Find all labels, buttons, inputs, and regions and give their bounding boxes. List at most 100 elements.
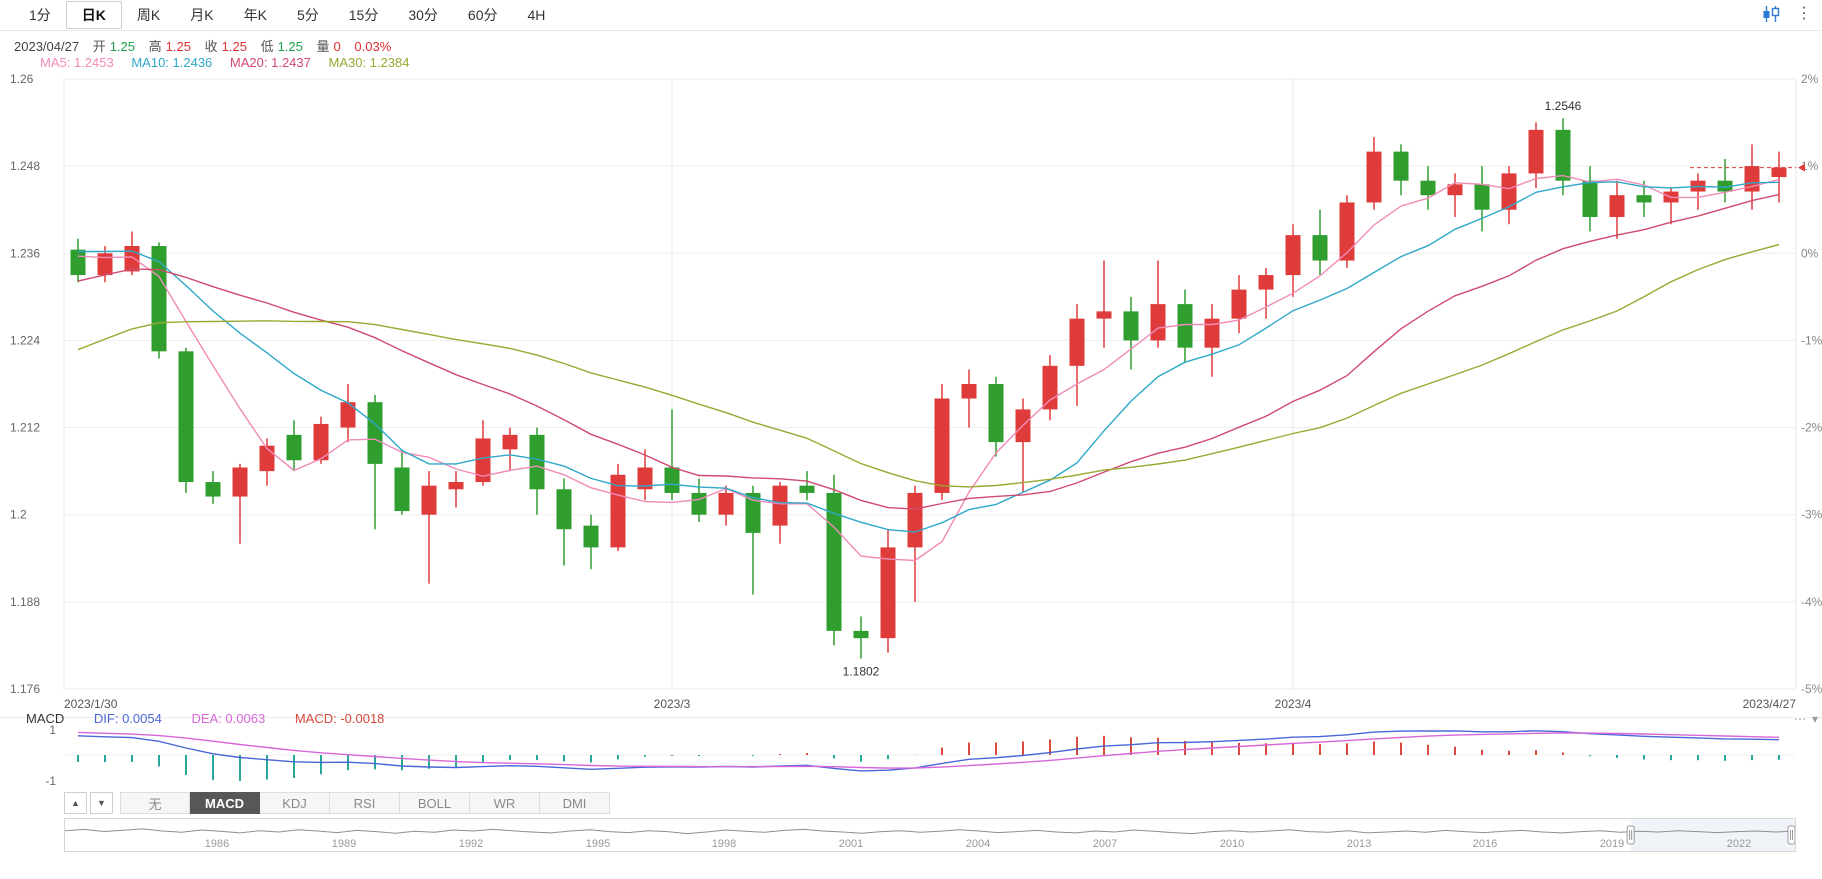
percent-axis-label: 2% bbox=[1801, 72, 1819, 86]
indicator-tab-none[interactable]: 无 bbox=[120, 792, 190, 814]
date-axis-label: 2023/4/27 bbox=[1743, 697, 1797, 711]
open-label: 开 bbox=[92, 39, 106, 54]
high-value: 1.25 bbox=[165, 39, 191, 54]
macd-value: MACD: -0.0018 bbox=[294, 711, 385, 726]
ma30-line bbox=[77, 243, 1780, 488]
year-label: 1995 bbox=[586, 838, 610, 850]
close-label: 收 bbox=[204, 39, 218, 54]
tab-5min[interactable]: 5分 bbox=[296, 7, 319, 23]
nav-selection[interactable] bbox=[1630, 819, 1795, 851]
macd-header: MACD DIF: 0.0054 DEA: 0.0063 MACD: -0.00… bbox=[26, 711, 410, 726]
more-menu-icon[interactable]: ⋮ bbox=[1796, 5, 1812, 22]
panel-controls: ⋯ ▾ bbox=[1794, 712, 1818, 726]
percent-axis-label: -1% bbox=[1801, 333, 1822, 347]
macd-axis-label: -1 bbox=[45, 774, 56, 788]
tab-1min[interactable]: 1分 bbox=[29, 7, 51, 23]
candlesticks-layer bbox=[70, 118, 1787, 659]
ma20-legend: MA20: 1.2437 bbox=[229, 55, 311, 70]
tab-daily[interactable]: 日K bbox=[65, 1, 122, 29]
price-axis-label: 1.176 bbox=[10, 682, 40, 696]
year-label: 1998 bbox=[712, 838, 736, 850]
year-label: 1992 bbox=[459, 838, 483, 850]
price-axis-label: 1.212 bbox=[10, 421, 40, 435]
indicator-tab-kdj[interactable]: KDJ bbox=[260, 792, 330, 814]
indicator-down-button[interactable]: ▼ bbox=[90, 792, 113, 814]
annotation-high: 1.2546 bbox=[1545, 99, 1582, 113]
indicator-tab-wr[interactable]: WR bbox=[470, 792, 540, 814]
volume-value: 0 bbox=[333, 39, 341, 54]
indicator-tab-boll[interactable]: BOLL bbox=[400, 792, 470, 814]
dif-line bbox=[77, 730, 1780, 772]
tab-30min[interactable]: 30分 bbox=[408, 7, 438, 23]
indicator-tab-dmi[interactable]: DMI bbox=[540, 792, 610, 814]
close-value: 1.25 bbox=[221, 39, 247, 54]
date-axis-label: 2023/4 bbox=[1275, 697, 1312, 711]
ma30-legend: MA30: 1.2384 bbox=[328, 55, 410, 70]
dea-line bbox=[77, 731, 1780, 769]
macd-histogram bbox=[77, 735, 1780, 781]
date-axis-label: 2023/3 bbox=[654, 697, 691, 711]
nav-history-line bbox=[64, 828, 1796, 835]
price-axis-label: 1.224 bbox=[10, 333, 40, 347]
tab-15min[interactable]: 15分 bbox=[348, 7, 379, 23]
indicator-tabs: 无 MACD KDJ RSI BOLL WR DMI bbox=[120, 792, 610, 814]
nav-handle-left[interactable] bbox=[1626, 825, 1635, 845]
indicator-tab-rsi[interactable]: RSI bbox=[330, 792, 400, 814]
tab-4h[interactable]: 4H bbox=[527, 7, 546, 23]
low-value: 1.25 bbox=[277, 39, 303, 54]
macd-panel[interactable]: 1 -1 bbox=[0, 717, 1822, 791]
indicator-tabbar: ▲ ▼ 无 MACD KDJ RSI BOLL WR DMI bbox=[64, 792, 610, 814]
nav-handle-right[interactable] bbox=[1787, 825, 1796, 845]
tab-yearly[interactable]: 年K bbox=[243, 7, 267, 23]
navigator-canvas[interactable]: 1986 1989 1992 1995 1998 2001 2004 2007 2010 2013… bbox=[64, 819, 1796, 851]
change-percent: 0.03% bbox=[354, 39, 392, 54]
main-chart[interactable]: 1.26 2% 1.248 1% 1.236 0% 1.224 -1% 1.212 -2% 1.2 -… bbox=[0, 72, 1822, 717]
year-label: 2019 bbox=[1600, 838, 1624, 850]
year-label: 2004 bbox=[966, 838, 990, 850]
high-label: 高 bbox=[148, 39, 162, 54]
ma5-line bbox=[77, 174, 1780, 562]
year-label: 1986 bbox=[205, 838, 229, 850]
percent-axis-label: -2% bbox=[1801, 421, 1822, 435]
history-navigator[interactable]: 1986 1989 1992 1995 1998 2001 2004 2007 2010 2013… bbox=[64, 818, 1796, 852]
percent-axis-label: 1% bbox=[1801, 159, 1819, 173]
panel-collapse-icon[interactable]: ▾ bbox=[1811, 712, 1818, 726]
percent-axis-label: -5% bbox=[1801, 682, 1822, 696]
ma5-legend: MA5: 1.2453 bbox=[40, 55, 114, 70]
volume-label: 量 bbox=[316, 39, 330, 54]
annotation-low: 1.1802 bbox=[843, 665, 880, 679]
tab-monthly[interactable]: 月K bbox=[190, 7, 214, 23]
last-price-marker bbox=[1798, 163, 1805, 172]
year-label: 2007 bbox=[1093, 838, 1117, 850]
ma-lines-layer bbox=[77, 174, 1780, 562]
dea-value: DEA: 0.0063 bbox=[191, 711, 266, 726]
chart-panels-icon[interactable] bbox=[1762, 6, 1780, 22]
ohlc-date: 2023/04/27 bbox=[14, 39, 80, 54]
ma20-line bbox=[77, 193, 1780, 510]
tab-weekly[interactable]: 周K bbox=[136, 7, 161, 23]
year-label: 1989 bbox=[332, 838, 356, 850]
indicator-tab-macd[interactable]: MACD bbox=[190, 792, 260, 814]
indicator-up-button[interactable]: ▲ bbox=[64, 792, 87, 814]
price-axis-label: 1.188 bbox=[10, 595, 40, 609]
percent-axis-label: -4% bbox=[1801, 595, 1822, 609]
price-axis-label: 1.2 bbox=[10, 508, 27, 522]
grid-layer bbox=[63, 78, 1797, 690]
year-label: 2016 bbox=[1473, 838, 1497, 850]
year-label: 2010 bbox=[1220, 838, 1244, 850]
year-label: 2022 bbox=[1727, 838, 1751, 850]
price-axis-label: 1.26 bbox=[10, 72, 34, 86]
year-label: 2013 bbox=[1347, 838, 1371, 850]
topbar-icons: ⋮ bbox=[1762, 6, 1812, 22]
open-value: 1.25 bbox=[109, 39, 136, 54]
period-tabbar: 1分 日K 周K 月K 年K 5分 15分 30分 60分 4H ⋮ bbox=[0, 0, 1822, 31]
date-axis-label: 2023/1/30 bbox=[64, 697, 118, 711]
dif-value: DIF: 0.0054 bbox=[93, 711, 162, 726]
price-axis-label: 1.248 bbox=[10, 159, 40, 173]
macd-title: MACD bbox=[26, 711, 65, 726]
tab-60min[interactable]: 60分 bbox=[467, 7, 498, 23]
macd-axis-label: 1 bbox=[49, 723, 56, 737]
panel-more-icon[interactable]: ⋯ bbox=[1793, 712, 1806, 726]
